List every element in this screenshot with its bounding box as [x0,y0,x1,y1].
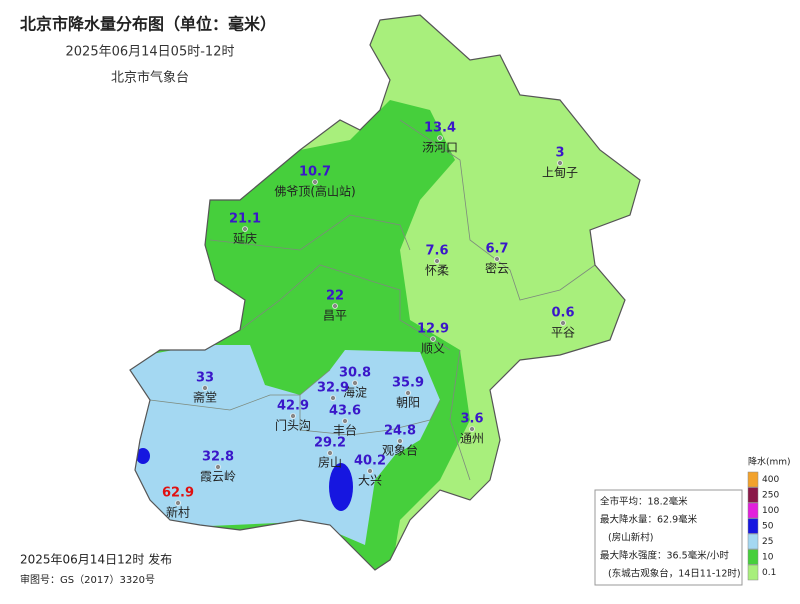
station-value: 32.9 [317,381,349,396]
summary-line: (东城古观象台，14日11-12时) [608,568,741,580]
station-name: 延庆 [233,232,257,246]
station-dot [242,226,248,232]
station-value: 3 [555,146,564,161]
region-blue [130,345,440,545]
station-value: 7.6 [425,244,448,259]
issued: 2025年06月14日12时 发布 [20,552,172,567]
station-name: 门头沟 [275,418,311,433]
summary-line: 全市平均：18.2毫米 [600,496,688,508]
border [449,349,471,481]
legend-swatch [747,502,759,519]
station-value: 21.1 [229,212,261,227]
legend-swatch [747,549,759,565]
station-value: 12.9 [417,322,449,337]
station-value: 40.2 [354,454,386,469]
legend-swatch [747,518,759,534]
station-dot [332,303,338,309]
station-name: 观象台 [382,443,418,458]
station-dot [405,390,411,396]
station-dot [494,256,500,262]
station-name: 上甸子 [542,166,578,180]
region-dark-blue [329,463,353,511]
legend-swatch [747,487,759,503]
station-dot [290,413,296,419]
legend-label: 250 [762,491,779,501]
station-name: 顺义 [421,342,445,356]
station-dot [327,450,333,456]
approval: 审图号：GS（2017）3320号 [20,573,155,586]
station-name: 昌平 [323,309,347,323]
station-name: 海淀 [343,385,367,400]
station-name: 怀柔 [425,264,449,278]
station-dot [469,426,475,432]
station-dot [437,135,443,141]
station-dot [202,385,208,391]
title: 北京市降水量分布图（单位：毫米） [20,15,276,34]
station-dot [430,336,436,342]
station-dot [434,258,440,264]
station-name: 密云 [485,261,509,276]
station-name: 丰台 [333,423,357,438]
station-name: 霞云岭 [200,470,236,484]
station-dot [215,464,221,470]
border [209,214,411,251]
station-value: 32.8 [202,450,234,465]
region-dark-blue [136,448,150,464]
legend-title: 降水(mm) [748,456,791,468]
summary-box [594,489,743,586]
station-value: 10.7 [299,165,331,180]
station-value: 33 [196,371,214,386]
source: 北京市气象台 [111,70,189,86]
station-dot [330,395,336,401]
station-dot [312,179,318,185]
station-dot [175,500,181,506]
station-dot [342,418,348,424]
station-value: 29.2 [314,436,346,451]
station-value: 42.9 [277,399,309,414]
border [299,395,441,436]
station-value: 3.6 [460,412,483,427]
legend-swatch [747,471,759,488]
station-value: 43.6 [329,404,361,419]
summary-line: 最大降水强度：36.5毫米/小时 [600,550,729,562]
legend-swatch [747,533,759,550]
legend-label: 100 [762,506,779,516]
legend-label: 0.1 [762,568,776,578]
station-name: 大兴 [358,474,382,488]
summary-line: 最大降水量：62.9毫米 [600,514,698,526]
station-name: 房山 [318,455,342,470]
station-name: 佛爷顶(高山站) [274,184,355,199]
legend-label: 10 [762,553,774,563]
legend-label: 25 [762,537,773,547]
station-value: 0.6 [551,306,574,321]
station-name: 朝阳 [396,396,420,410]
station-name: 汤河口 [422,141,458,155]
summary-line: (房山新村) [608,532,653,544]
subtitle: 2025年06月14日05时-12时 [66,45,235,60]
station-value: 22 [326,289,344,304]
station-value: 30.8 [339,366,371,381]
station-value: 35.9 [392,376,424,391]
border [149,369,331,411]
station-dot [397,438,403,444]
legend-swatch [747,564,759,581]
station-dot [367,468,373,474]
station-value: 13.4 [424,121,456,136]
district-borders [149,119,596,481]
border [399,119,596,301]
station-dot [557,160,563,166]
legend-label: 400 [762,475,779,485]
border [239,264,451,351]
station-dot [560,320,566,326]
station-value: 24.8 [384,424,416,439]
station-value: 6.7 [485,242,508,257]
legend-label: 50 [762,522,774,532]
station-name: 斋堂 [193,390,217,405]
station-name: 平谷 [551,326,575,340]
station-name: 通州 [460,432,484,446]
station-value: 62.9 [162,486,194,501]
station-name: 新村 [166,505,190,520]
station-dot [352,380,358,386]
